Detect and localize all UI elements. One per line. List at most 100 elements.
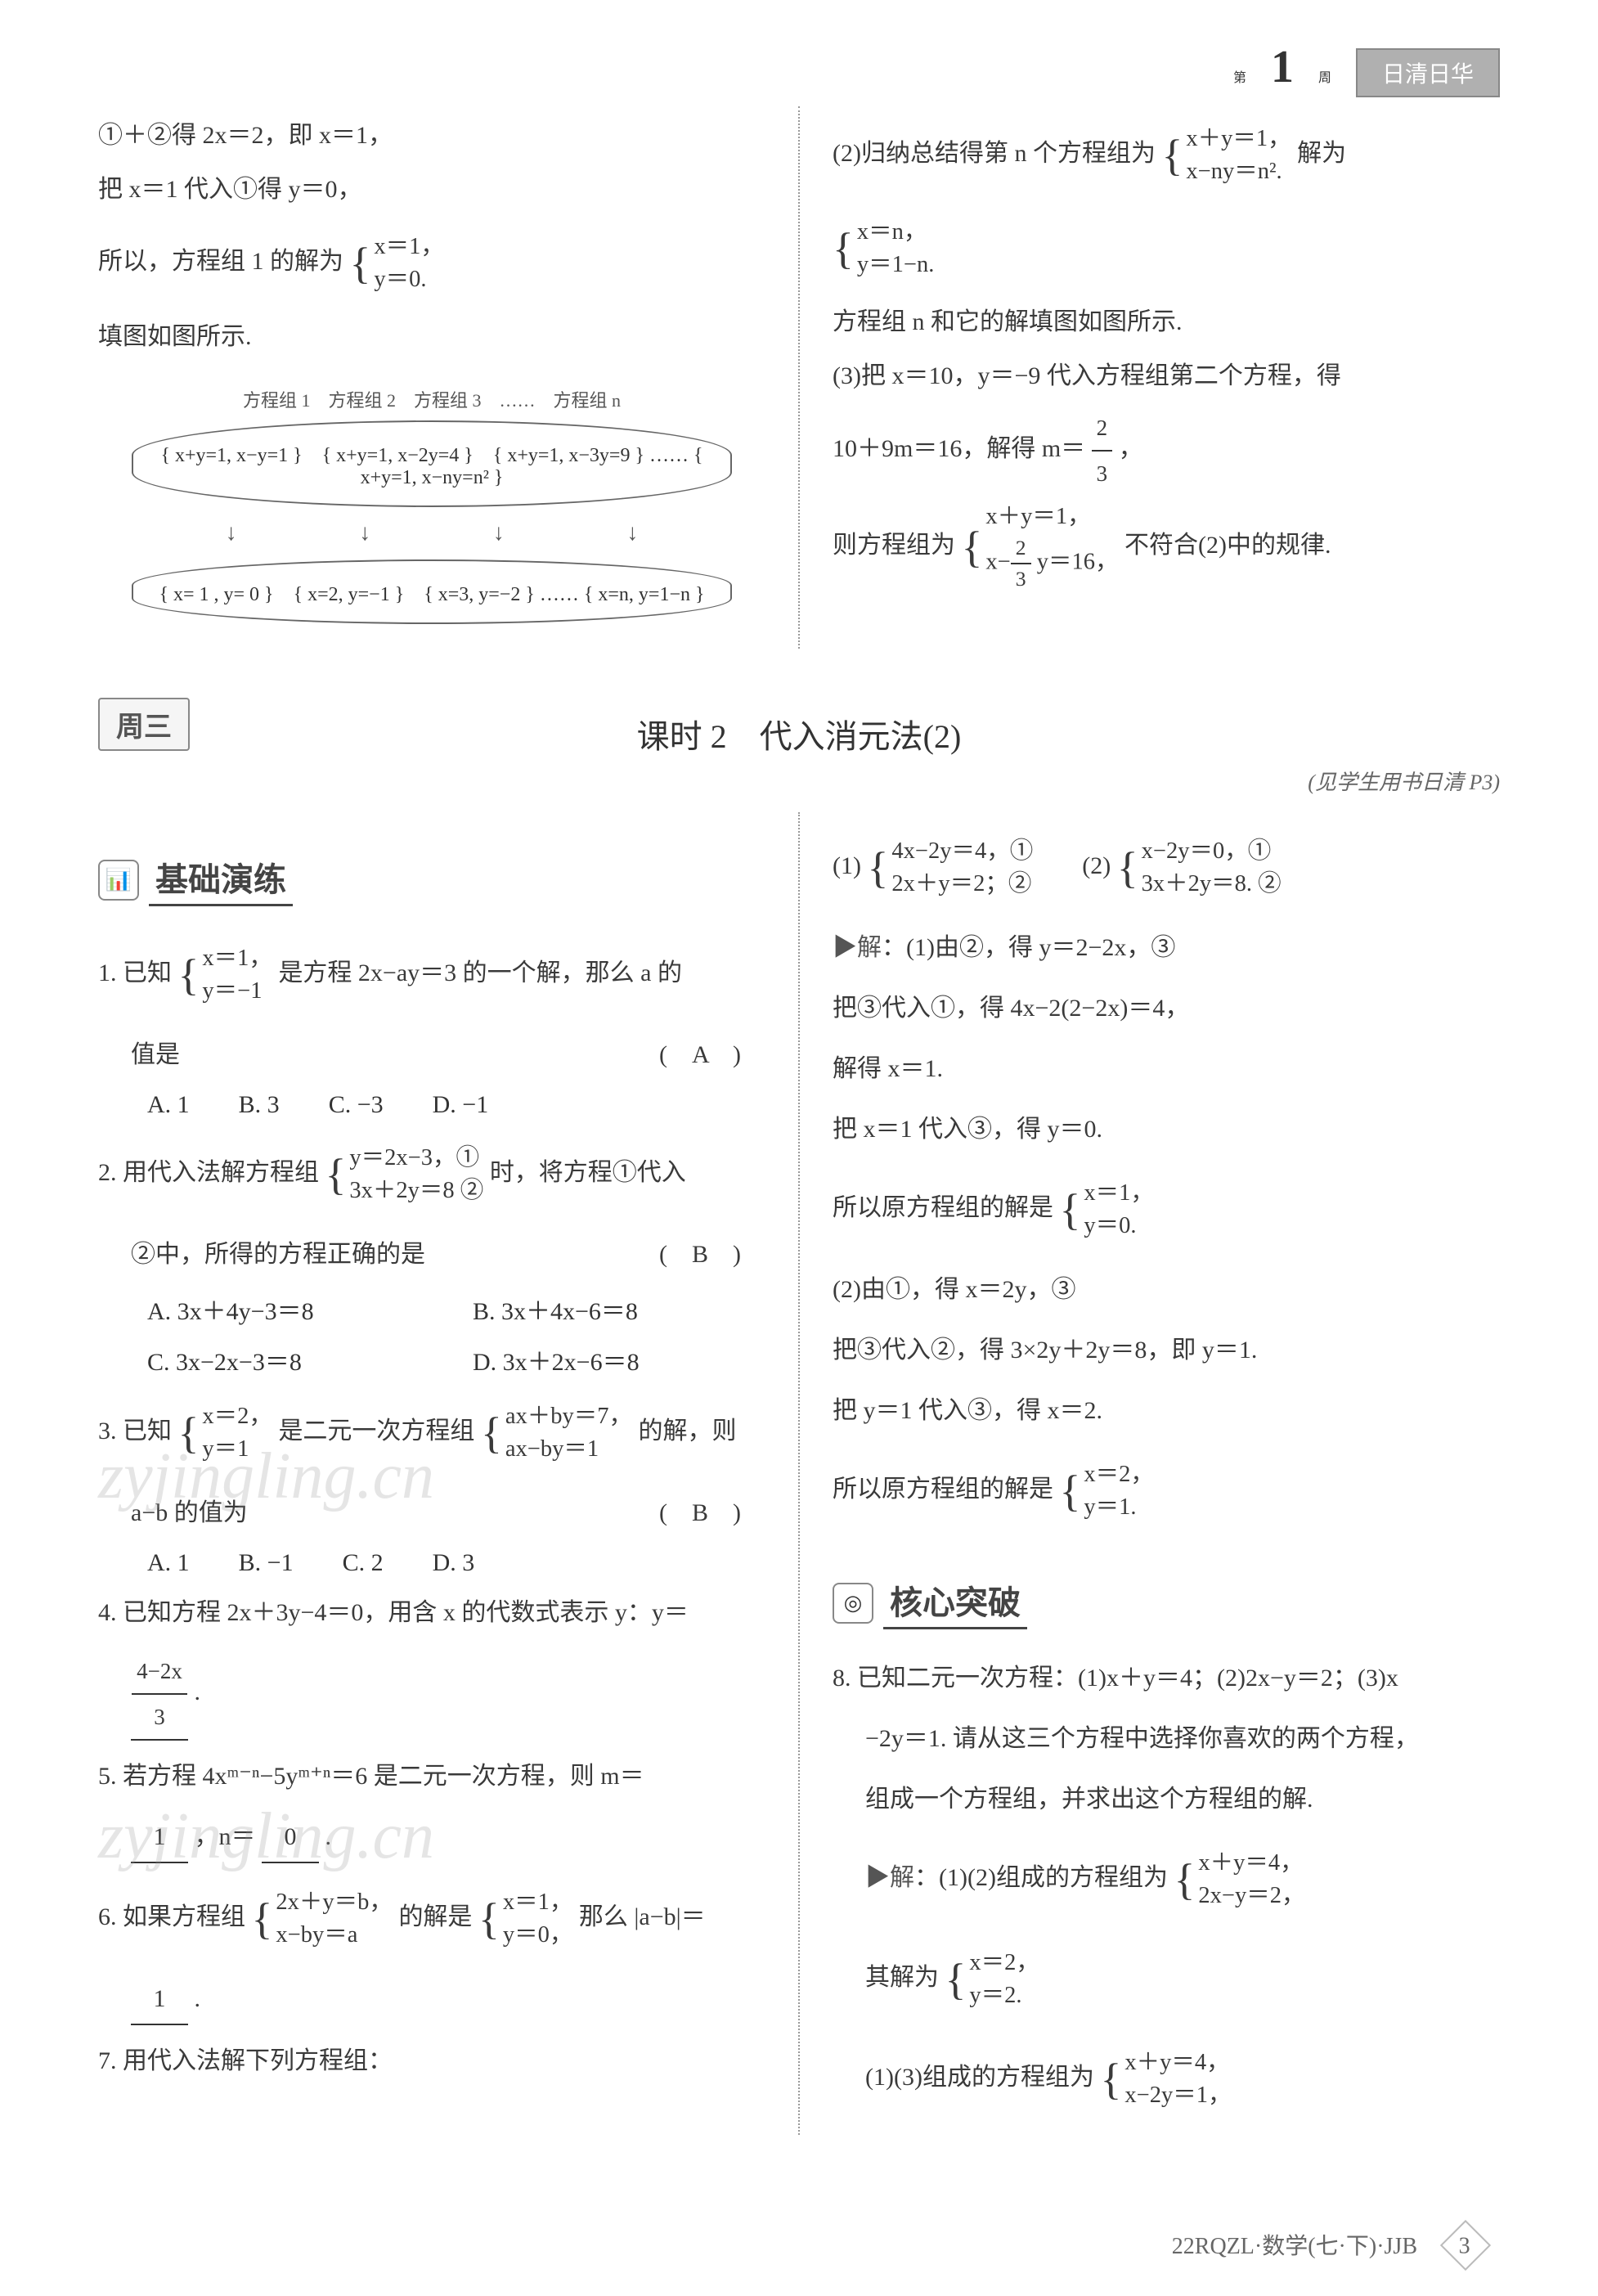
q3-post: 的解，则: [639, 1418, 737, 1445]
q6-eq2: x−by＝a: [276, 1919, 393, 1952]
tl-line3: 所以，方程组 1 的解为 x＝1， y＝0.: [98, 219, 765, 308]
r7-s4: 把 x＝1 代入③，得 y＝0.: [833, 1105, 1500, 1154]
diag-bot-ellipse: { x= 1 , y= 0 } { x=2, y=−1 } { x=3, y=−…: [132, 559, 732, 624]
tr-l5-pre: 10＋9m＝16，解得 m＝: [833, 435, 1085, 462]
frac-den: 3: [1092, 452, 1113, 496]
q2-mid: 时，将方程①代入: [490, 1159, 686, 1186]
tr-l1-pre: (2)归纳总结得第 n 个方程组为: [833, 140, 1156, 167]
tr-l1-eq2: x−ny＝n².: [1186, 155, 1291, 188]
q6-period: .: [195, 1985, 201, 2012]
r7-s5: 所以原方程组的解是 x＝1， y＝0.: [833, 1166, 1500, 1254]
tr-l1-post: 解为: [1297, 140, 1346, 167]
tr-l2-brace: x＝n， y＝1−n.: [833, 204, 934, 293]
q2-optC: C. 3x−2x−3＝8: [147, 1341, 440, 1377]
q1-pre: 1. 已知: [98, 959, 172, 986]
q2-answer: ( B ): [659, 1230, 741, 1279]
r7-s9-e1: x＝2，: [1084, 1458, 1154, 1491]
q6-post: 那么 |a−b|＝: [579, 1903, 706, 1930]
q8-s1-pre: ：(1)(2)组成的方程组为: [914, 1864, 1168, 1891]
q2-optB: B. 3x＋4x−6＝8: [473, 1291, 765, 1327]
q3-optC: C. 2: [343, 1549, 384, 1577]
tr-l6-eq2: x−23 y＝16，: [985, 533, 1118, 594]
q8-s2-e2: y＝2.: [969, 1979, 1039, 2012]
r7-s6: (2)由①，得 x＝2y，③: [833, 1265, 1500, 1314]
q2: 2. 用代入法解方程组 y＝2x−3，① 3x＋2y＝8 ② 时，将方程①代入: [98, 1130, 765, 1219]
r7-s3: 解得 x＝1.: [833, 1045, 1500, 1094]
tl-line2: 把 x＝1 代入①得 y＝0，: [98, 165, 765, 214]
r7-s7: 把③代入②，得 3×2y＋2y＝8，即 y＝1.: [833, 1326, 1500, 1375]
q7-systems: (1) 4x−2y＝4，① 2x＋y＝2；② (2) x−2y＝0，① 3x＋2…: [833, 824, 1500, 912]
q6-ans-val: 1: [131, 1975, 188, 2025]
footer-code: 22RQZL·数学(七·下)·JJB: [1172, 2234, 1417, 2259]
q5-ans-n: 0: [262, 1813, 319, 1863]
day-tag: 周三: [98, 698, 190, 751]
solve-label: ▶解: [833, 934, 882, 961]
page-num-val: 3: [1459, 2228, 1470, 2264]
core-heading: ◎ 核心突破: [833, 1576, 1500, 1629]
q3-optA: A. 1: [147, 1549, 190, 1577]
lower-left: 📊 基础演练 1. 已知 x＝1， y＝−1 是方程 2x−ay＝3 的一个解，…: [98, 812, 765, 2135]
q2-l2-text: ②中，所得的方程正确的是: [131, 1241, 425, 1268]
tr-l5-post: ，: [1119, 435, 1143, 462]
q4-period: .: [195, 1678, 201, 1705]
q7-sys1: (1) 4x−2y＝4，① 2x＋y＝2；②: [833, 824, 1033, 912]
top-right-col: (2)归纳总结得第 n 个方程组为 x＋y＝1， x−ny＝n². 解为 x＝n…: [833, 106, 1500, 649]
q2-opts: A. 3x＋4y−3＝8 B. 3x＋4x−6＝8 C. 3x−2x−3＝8 D…: [98, 1291, 765, 1377]
q1-optC: C. −3: [329, 1091, 384, 1119]
q1-brace: x＝1， y＝−1: [178, 931, 272, 1019]
tl-line4: 填图如图所示.: [98, 312, 765, 362]
lesson-bar: 周三 课时 2 代入消元法(2) (见学生用书日清 P3): [98, 649, 1500, 796]
tr-l6-post: 不符合(2)中的规律.: [1124, 532, 1331, 559]
r7-s9-e2: y＝1.: [1084, 1491, 1154, 1524]
tr-l1-eq1: x＋y＝1，: [1186, 123, 1291, 155]
q6-eq1: 2x＋y＝b，: [276, 1886, 393, 1919]
q6-ans: 1 .: [98, 1975, 765, 2025]
q8-l2: −2y＝1. 请从这三个方程中选择你喜欢的两个方程，: [833, 1714, 1500, 1764]
tr-l4: (3)把 x＝10，y＝−9 代入方程组第二个方程，得: [833, 352, 1500, 401]
r7-s1: ▶解：(1)由②，得 y＝2−2x，③: [833, 923, 1500, 973]
chart-icon: 📊: [98, 860, 139, 901]
tr-l6-pre: 则方程组为: [833, 532, 955, 559]
q8-s2-pre: 其解为: [865, 1964, 939, 1991]
diagram: 方程组 1 方程组 2 方程组 3 …… 方程组 n { x+y=1, x−y=…: [132, 386, 732, 624]
q5-mid: ，n＝: [195, 1823, 256, 1850]
q1-opts: A. 1 B. 3 C. −3 D. −1: [98, 1091, 765, 1119]
q4-ans: 4−2x3 .: [98, 1649, 765, 1741]
q5: 5. 若方程 4xᵐ⁻ⁿ−5yᵐ⁺ⁿ＝6 是二元一次方程，则 m＝: [98, 1752, 765, 1801]
q6-eq4: y＝0，: [503, 1919, 573, 1952]
q3-brace2: ax＋by＝7， ax−by＝1: [481, 1389, 632, 1477]
q1-line2: 值是 ( A ): [98, 1031, 765, 1080]
q3-eq2: y＝1: [202, 1433, 272, 1466]
tr-l6-frac: 23: [1011, 533, 1031, 594]
q4-fn: 4−2x: [132, 1649, 187, 1695]
q3-pre: 3. 已知: [98, 1418, 172, 1445]
q5-post: .: [325, 1823, 332, 1850]
q6-brace1: 2x＋y＝b， x−by＝a: [252, 1875, 393, 1963]
lesson-title: 课时 2 代入消元法(2): [98, 710, 1500, 757]
q2-line2: ②中，所得的方程正确的是 ( B ): [98, 1230, 765, 1279]
q6-brace2: x＝1， y＝0，: [478, 1875, 572, 1963]
diag-top-ellipse: { x+y=1, x−y=1 } { x+y=1, x−2y=4 } { x+y…: [132, 420, 732, 507]
page-number: 3: [1440, 2220, 1491, 2271]
q4: 4. 已知方程 2x＋3y−4＝0，用含 x 的代数式表示 y：y＝: [98, 1588, 765, 1638]
q2-brace: y＝2x−3，① 3x＋2y＝8 ②: [325, 1130, 484, 1219]
tr-l3: 方程组 n 和它的解填图如图所示.: [833, 298, 1500, 347]
badge-label: 日清日华: [1356, 48, 1500, 97]
q3-optB: B. −1: [239, 1549, 294, 1577]
q8-solve-label: ▶解: [865, 1864, 914, 1891]
q5-ans-m: 1: [131, 1813, 188, 1863]
q6: 6. 如果方程组 2x＋y＝b， x−by＝a 的解是 x＝1， y＝0， 那么…: [98, 1875, 765, 1963]
q3-l2-text: a−b 的值为: [131, 1499, 248, 1526]
tl-l3-brace: x＝1， y＝0.: [350, 219, 444, 308]
tr-l1-brace: x＋y＝1， x−ny＝n².: [1161, 111, 1291, 200]
target-icon: ◎: [833, 1583, 873, 1624]
ref-note: (见学生用书日清 P3): [98, 766, 1500, 796]
r7-s9: 所以原方程组的解是 x＝2， y＝1.: [833, 1447, 1500, 1535]
q1-answer: ( A ): [659, 1031, 741, 1080]
tl-line1: ①＋②得 2x＝2，即 x＝1，: [98, 111, 765, 160]
r7-p2-e1: x−2y＝0，①: [1142, 835, 1282, 868]
r7-s5-e2: y＝0.: [1084, 1210, 1154, 1242]
top-content: ①＋②得 2x＝2，即 x＝1， 把 x＝1 代入①得 y＝0， 所以，方程组 …: [98, 106, 1500, 649]
tr-l5: 10＋9m＝16，解得 m＝ 2 3 ，: [833, 406, 1500, 496]
q3-opts: A. 1 B. −1 C. 2 D. 3: [98, 1549, 765, 1577]
